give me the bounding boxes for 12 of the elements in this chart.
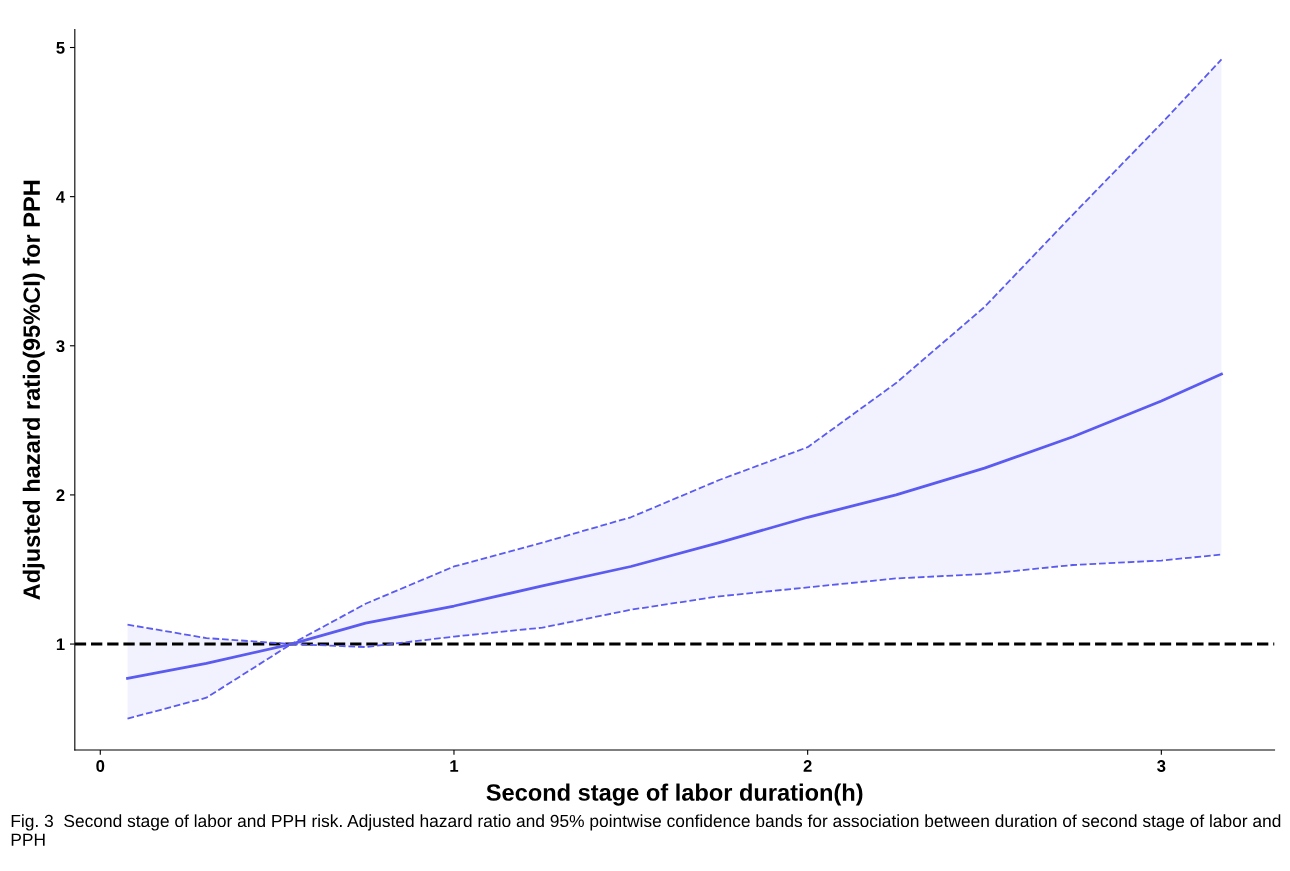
- y-tick-label: 1: [56, 638, 65, 651]
- y-tick-label: 2: [56, 489, 65, 501]
- x-tick-label: 0: [96, 760, 105, 772]
- x-tick-label: 3: [1157, 760, 1166, 772]
- y-axis-title: Adjusted hazard ratio(95%CI) for PPH: [22, 180, 45, 600]
- x-tick-label: 2: [803, 760, 812, 772]
- y-tick-label: 4: [56, 191, 66, 203]
- y-tick-label: 5: [56, 42, 65, 54]
- x-axis-title: Second stage of labor duration(h): [486, 783, 863, 806]
- caption: Fig. 3 Second stage of labor and PPH risk. Adjusted hazard ratio and 95% pointwise confidence bands for association between duration of second stage of labor and PPH: [11, 814, 1281, 846]
- x-tick-label: 1: [450, 760, 459, 772]
- y-tick-label: 3: [56, 340, 65, 352]
